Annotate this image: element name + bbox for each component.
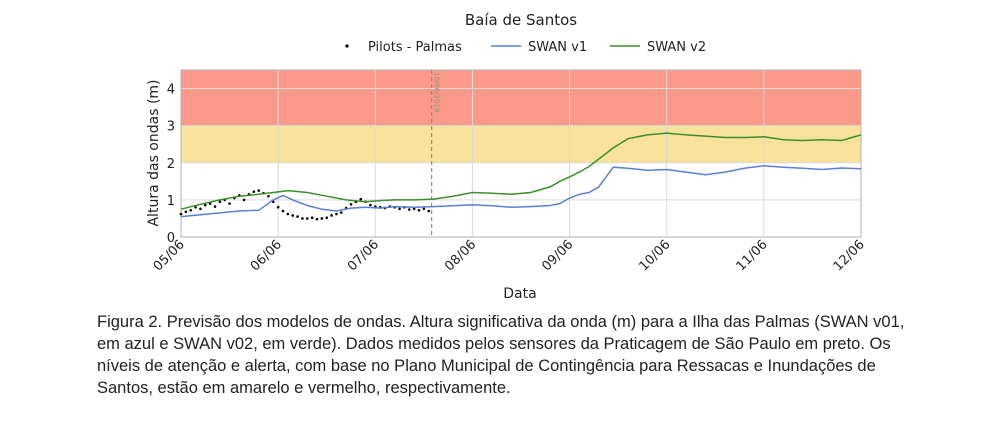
data-point xyxy=(203,203,207,207)
data-point xyxy=(315,217,319,221)
x-tick-label: 06/06 xyxy=(248,237,285,274)
data-point xyxy=(296,215,299,218)
y-tick-label: 3 xyxy=(167,120,175,135)
figure-caption: Figura 2. Previsão dos modelos de ondas.… xyxy=(97,313,905,397)
chart-title: Baía de Santos xyxy=(465,11,577,29)
data-point xyxy=(398,207,401,211)
data-point xyxy=(228,202,231,205)
legend: Pilots - Palmas SWAN v1 SWAN v2 xyxy=(345,40,706,55)
plot-frame xyxy=(180,69,862,238)
y-tick-label: 0 xyxy=(167,231,175,246)
data-point xyxy=(291,214,295,217)
y-tick-label: 2 xyxy=(167,157,175,172)
data-point xyxy=(320,217,324,220)
data-point xyxy=(325,216,329,220)
data-point xyxy=(412,207,416,211)
data-point xyxy=(179,212,183,216)
x-tick-label: 07/06 xyxy=(345,237,382,274)
y-tick-label: 1 xyxy=(167,194,175,209)
data-point xyxy=(301,217,304,220)
data-point xyxy=(330,214,333,217)
data-point xyxy=(310,216,314,220)
x-tick-label: 10/06 xyxy=(636,237,673,274)
x-tick-label: 11/06 xyxy=(734,237,771,274)
data-point xyxy=(218,200,222,204)
legend-marker-pilots---palmas xyxy=(345,44,349,48)
data-point xyxy=(267,194,270,198)
data-point xyxy=(281,209,285,213)
y-axis-label: Altura das ondas (m) xyxy=(146,79,162,226)
data-point xyxy=(339,211,343,214)
x-tick-label: 09/06 xyxy=(539,237,576,274)
data-point xyxy=(199,207,202,211)
data-point xyxy=(286,212,290,216)
series-line-swan-v2 xyxy=(180,132,862,210)
data-point xyxy=(417,208,421,212)
data-point xyxy=(194,206,197,209)
band-alert xyxy=(181,70,861,126)
data-point xyxy=(407,208,411,211)
legend-label: SWAN v1 xyxy=(528,40,587,55)
data-point xyxy=(349,203,353,206)
data-point xyxy=(257,189,261,192)
x-axis-label: Data xyxy=(503,286,536,302)
data-point xyxy=(276,206,280,209)
x-tick-label: 12/06 xyxy=(831,237,868,274)
data-point xyxy=(422,207,426,211)
legend-label: Pilots - Palmas xyxy=(368,40,462,55)
chart: Baía de Santos Pilots - Palmas SWAN v1 SWA… xyxy=(146,11,868,302)
x-tick-label: 08/06 xyxy=(442,237,479,274)
forecast-start-label: 10/06/2019 xyxy=(433,72,441,112)
data-point xyxy=(369,203,372,207)
data-point xyxy=(213,205,217,208)
data-point xyxy=(242,198,246,202)
legend-label: SWAN v2 xyxy=(647,40,706,55)
data-point xyxy=(335,212,338,216)
data-point xyxy=(427,209,431,213)
data-point xyxy=(189,208,193,212)
data-point xyxy=(184,210,188,214)
data-point xyxy=(305,217,309,220)
band-attention xyxy=(181,125,861,163)
y-tick-label: 4 xyxy=(167,83,175,98)
series-line-swan-v1 xyxy=(180,164,862,218)
data-point xyxy=(252,190,256,194)
data-point xyxy=(359,197,363,201)
